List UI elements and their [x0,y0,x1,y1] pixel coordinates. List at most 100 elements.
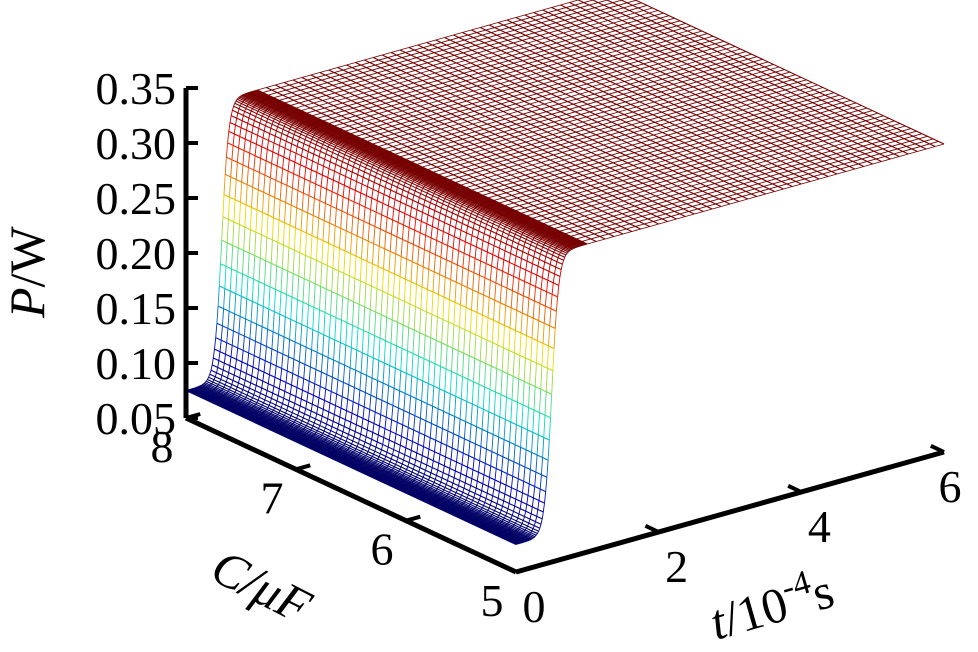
mesh-line-t [505,136,516,140]
mesh-line-t [466,131,476,135]
mesh-line-t [663,116,673,121]
mesh-line-t [674,175,685,179]
mesh-line-t [336,379,339,395]
mesh-line-t [715,200,725,205]
mesh-line-t [540,159,551,163]
mesh-line-t [531,55,541,59]
mesh-line-t [715,94,725,98]
mesh-line-t [684,53,694,57]
mesh-line-t [731,101,741,106]
mesh-line-t [379,449,382,454]
mesh-line-t [509,131,519,135]
mesh-line-t [534,189,545,194]
mesh-line-t [471,289,474,311]
mesh-line-t [600,167,610,171]
mesh-line-t [565,197,575,202]
mesh-line-t [433,169,443,173]
mesh-line-t [417,197,420,203]
mesh-line-t [742,107,752,111]
mesh-line-t [392,449,395,455]
mesh-line-t [750,170,760,175]
mesh-line-t [292,359,295,374]
mesh-line-t [794,158,805,162]
mesh-line-t [361,330,364,353]
mesh-line-t [709,178,719,182]
mesh-line-t [511,192,521,196]
mesh-line-t [326,418,329,425]
mesh-line-t [644,27,654,32]
mesh-line-t [481,151,491,156]
mesh-line-t [493,300,496,321]
mesh-line-t [474,334,477,359]
mesh-line-t [813,173,823,177]
mesh-line-t [642,73,652,77]
mesh-line-t [599,180,609,184]
mesh-line-t [672,200,682,205]
mesh-line-t [396,457,399,462]
mesh-line-t [824,125,834,129]
mesh-line-t [379,179,382,185]
mesh-line-t [544,391,547,416]
mesh-line-t [769,152,779,157]
mesh-line-t [470,478,473,486]
mesh-line-t [726,152,736,157]
mesh-line-t [479,164,490,168]
mesh-line-t [537,217,547,222]
mesh-line-t [613,180,623,184]
mesh-line-t [425,158,435,163]
mesh-line-t [465,164,475,168]
mesh-line-t [355,415,358,425]
mesh-line-t [543,220,553,224]
mesh-line-t [714,180,724,185]
mesh-line-t [529,513,532,520]
mesh-line-t [599,73,609,77]
mesh-line-t [539,205,549,209]
mesh-line-t [497,192,507,196]
mesh-line-t [421,380,424,402]
mesh-line-t [812,132,822,137]
mesh-line-t [559,88,570,92]
mesh-line-t [555,73,565,77]
mesh-line-t [798,99,808,104]
mesh-line-t [775,69,785,73]
mesh-line-t [358,107,369,112]
mesh-line-t [383,428,386,438]
mesh-line-t [620,63,630,67]
mesh-line-t [524,335,527,358]
mesh-line-t [711,185,721,190]
mesh-line-t [541,73,551,77]
mesh-line-t [829,160,839,165]
mesh-line-t [378,228,381,247]
mesh-line-t [308,181,311,196]
mesh-line-t [635,223,645,227]
mesh-line-t [745,81,755,86]
mesh-line-t [669,172,679,177]
mesh-line-t [737,157,747,162]
mesh-line-t [552,131,562,136]
mesh-line-t [403,393,406,411]
mesh-line-t [475,95,485,100]
mesh-line-t [803,135,813,139]
mesh-line-t [692,63,702,68]
mesh-line-t [405,102,415,107]
mesh-line-t [755,119,765,124]
mesh-line-t [499,146,509,151]
mesh-line-t [525,85,535,90]
mesh-line-t [723,178,733,182]
mesh-line-t [540,365,543,390]
mesh-line-t [390,319,393,344]
mesh-line-t [386,446,389,453]
mesh-line-t [471,228,474,236]
mesh-line-t [506,103,516,107]
mesh-line-t [441,146,451,150]
mesh-line-t [425,105,435,110]
mesh-line-t [441,231,444,244]
mesh-line-t [567,152,577,156]
mesh-line-t [413,133,424,137]
mesh-line-t [586,220,596,225]
mesh-line-t [744,168,755,172]
mesh-line-t [424,118,434,122]
mesh-line-t [737,124,748,129]
mesh-line-t [808,84,818,88]
mesh-line-t [917,148,927,152]
